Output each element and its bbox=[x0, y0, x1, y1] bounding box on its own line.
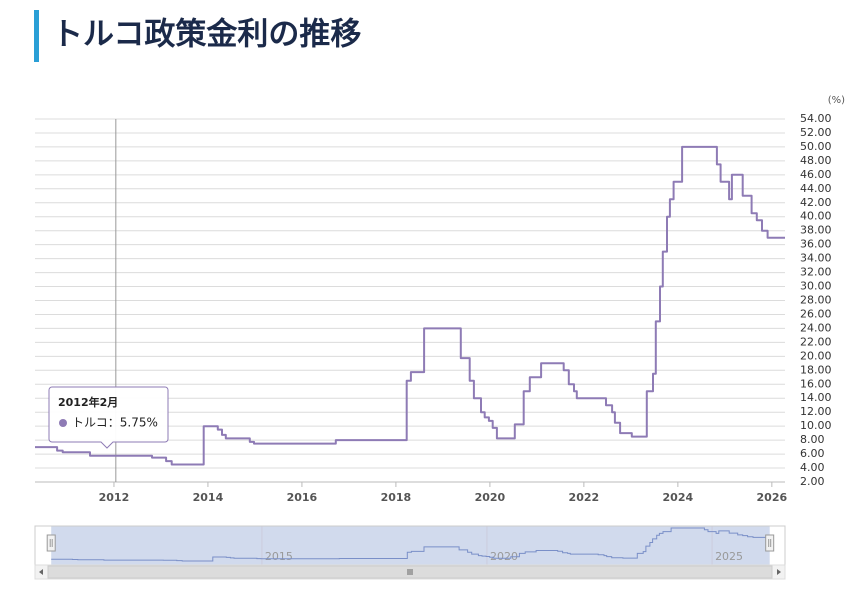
y-tick-label: 34.00 bbox=[800, 252, 832, 265]
y-tick-label: 10.00 bbox=[800, 419, 832, 432]
title-bar bbox=[34, 10, 39, 62]
navigator[interactable]: 2015 2020 2025 bbox=[34, 525, 786, 580]
tooltip: 2012年2月 トルコ：5.75% bbox=[48, 386, 169, 449]
y-tick-label: 38.00 bbox=[800, 224, 832, 237]
navigator-selection[interactable] bbox=[51, 526, 770, 565]
y-tick-label: 18.00 bbox=[800, 363, 832, 376]
y-tick-label: 12.00 bbox=[800, 405, 832, 418]
unit-label: (%) bbox=[828, 95, 845, 106]
y-tick-label: 24.00 bbox=[800, 321, 832, 334]
y-tick-label: 20.00 bbox=[800, 349, 832, 362]
x-tick-label: 2018 bbox=[381, 491, 412, 504]
navigator-line bbox=[51, 527, 770, 562]
y-tick-label: 2.00 bbox=[800, 475, 825, 488]
y-tick-label: 44.00 bbox=[800, 182, 832, 195]
navigator-handle[interactable] bbox=[765, 534, 775, 552]
tooltip-text: トルコ：5.75% bbox=[72, 416, 158, 430]
y-tick-label: 36.00 bbox=[800, 238, 832, 251]
navigator-tick-label: 2015 bbox=[265, 550, 293, 563]
tooltip-box bbox=[48, 386, 169, 449]
y-tick-label: 42.00 bbox=[800, 196, 832, 209]
y-tick-label: 40.00 bbox=[800, 210, 832, 223]
y-tick-label: 6.00 bbox=[800, 447, 825, 460]
x-tick-label: 2016 bbox=[287, 491, 318, 504]
navigator-handle[interactable] bbox=[46, 534, 56, 552]
y-tick-label: 52.00 bbox=[800, 126, 832, 139]
x-tick-label: 2020 bbox=[475, 491, 506, 504]
plot-area: 2.004.006.008.0010.0012.0014.0016.0018.0… bbox=[35, 112, 832, 504]
y-tick-label: 4.00 bbox=[800, 461, 825, 474]
y-tick-label: 26.00 bbox=[800, 307, 832, 320]
tooltip-title: 2012年2月 bbox=[58, 395, 118, 409]
data-line bbox=[35, 145, 785, 466]
scroll-left-arrow[interactable] bbox=[39, 569, 43, 575]
y-tick-label: 46.00 bbox=[800, 168, 832, 181]
x-tick-label: 2014 bbox=[193, 491, 224, 504]
y-tick-label: 22.00 bbox=[800, 335, 832, 348]
navigator-tick-label: 2025 bbox=[715, 550, 743, 563]
y-tick-label: 54.00 bbox=[800, 112, 832, 125]
navigator-tick-label: 2020 bbox=[490, 550, 518, 563]
x-tick-label: 2026 bbox=[757, 491, 788, 504]
y-tick-label: 48.00 bbox=[800, 154, 832, 167]
y-tick-label: 14.00 bbox=[800, 391, 832, 404]
x-tick-label: 2024 bbox=[663, 491, 694, 504]
y-tick-label: 50.00 bbox=[800, 140, 832, 153]
scroll-right-arrow[interactable] bbox=[777, 569, 781, 575]
tooltip-marker bbox=[59, 419, 67, 427]
y-tick-label: 28.00 bbox=[800, 294, 832, 307]
y-tick-label: 32.00 bbox=[800, 266, 832, 279]
y-tick-label: 8.00 bbox=[800, 433, 825, 446]
y-tick-label: 16.00 bbox=[800, 377, 832, 390]
x-tick-label: 2012 bbox=[99, 491, 130, 504]
chart-title: トルコ政策金利の推移 bbox=[52, 17, 361, 53]
y-tick-label: 30.00 bbox=[800, 280, 832, 293]
x-tick-label: 2022 bbox=[569, 491, 600, 504]
